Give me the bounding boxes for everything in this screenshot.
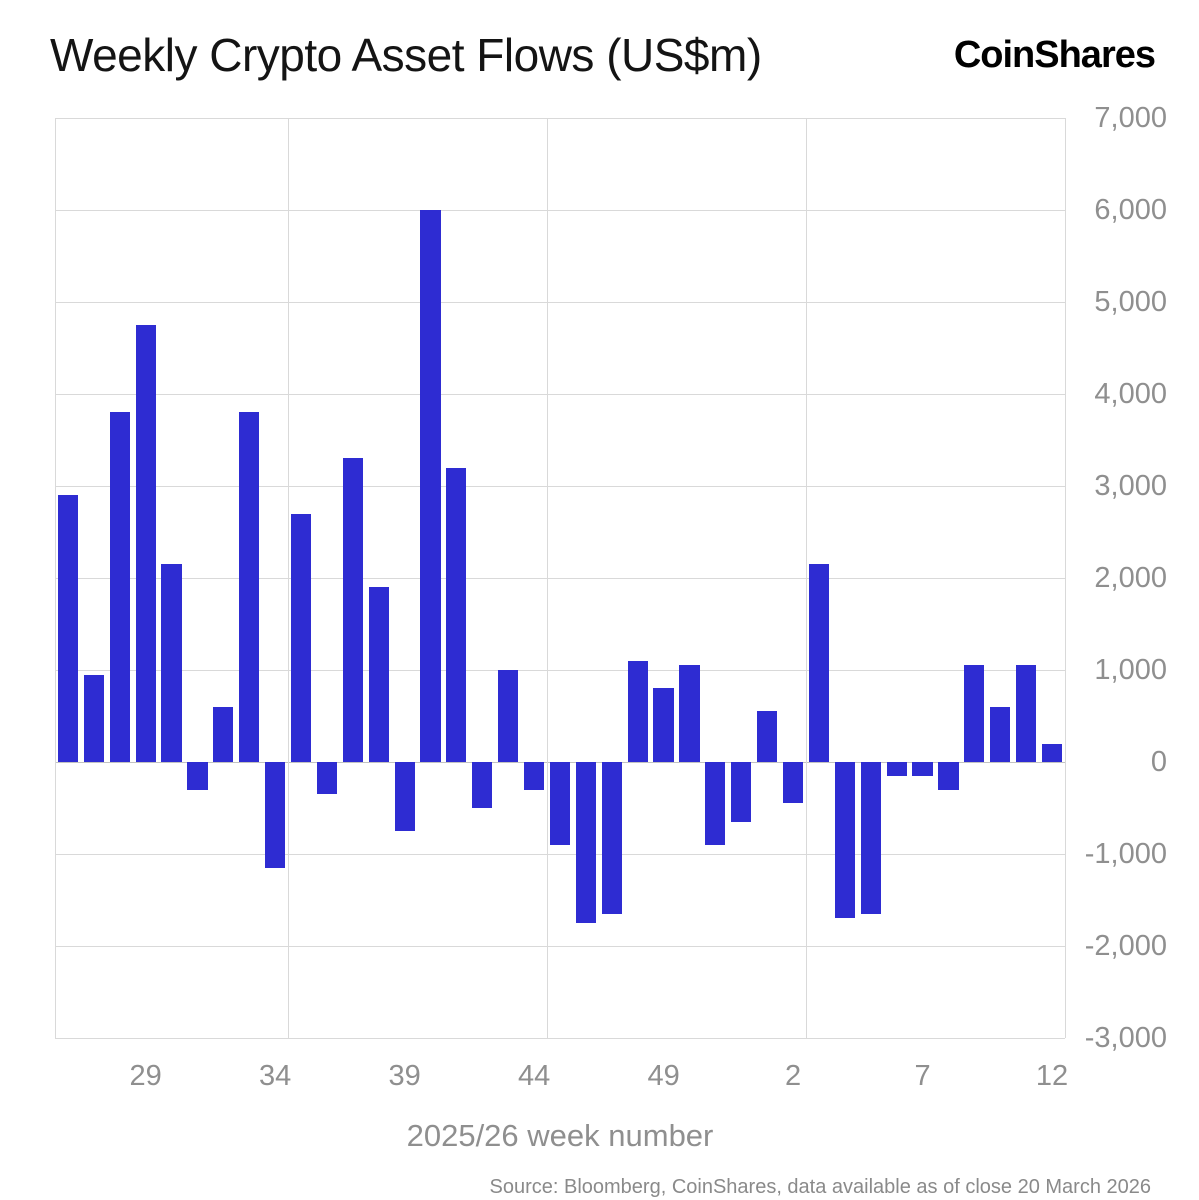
bar-week-34 (265, 762, 286, 868)
y-axis-label: -3,000 (1084, 1022, 1167, 1054)
bar-week-48 (627, 660, 648, 762)
x-axis-label: 2 (784, 1060, 802, 1092)
y-axis-label: -1,000 (1084, 838, 1167, 870)
v-gridline (288, 118, 290, 1038)
y-axis-label: 0 (1150, 746, 1167, 778)
bar-week-46 (575, 762, 596, 923)
h-gridline (55, 854, 1065, 855)
bar-week-30 (161, 564, 182, 762)
v-gridline (55, 118, 56, 1038)
y-axis-label: 3,000 (1094, 470, 1167, 502)
bar-week-31 (187, 762, 208, 790)
bar-week-33 (239, 412, 260, 762)
x-axis-title: 2025/26 week number (406, 1118, 714, 1153)
v-gridline (547, 118, 549, 1038)
bar-week-27 (83, 674, 104, 762)
h-gridline (55, 210, 1065, 211)
bar-week-52 (731, 762, 752, 822)
bar-week-11 (1016, 665, 1037, 762)
h-gridline (55, 1038, 1065, 1039)
h-gridline (55, 302, 1065, 303)
bar-week-43 (498, 670, 519, 762)
bar-week-7 (912, 762, 933, 776)
x-axis-label: 49 (647, 1060, 680, 1092)
bar-week-2 (782, 762, 804, 804)
coinshares-logo: CoinShares (953, 34, 1156, 76)
bar-week-10 (990, 706, 1011, 762)
x-axis-label: 39 (388, 1060, 421, 1092)
bar-week-8 (938, 762, 959, 790)
y-axis-label: 5,000 (1094, 286, 1167, 318)
v-gridline (1065, 118, 1066, 1038)
source-note: Source: Bloomberg, CoinShares, data avai… (489, 1176, 1152, 1198)
h-gridline (55, 578, 1065, 579)
v-gridline (806, 118, 808, 1038)
bar-week-40 (420, 210, 441, 762)
bar-week-51 (705, 762, 726, 845)
bar-week-4 (834, 762, 855, 919)
bar-week-9 (964, 665, 985, 762)
bar-week-47 (601, 762, 622, 914)
y-axis-label: 7,000 (1094, 102, 1167, 134)
h-gridline (55, 394, 1065, 395)
bar-week-49 (653, 688, 674, 762)
bar-week-28 (109, 412, 130, 762)
h-gridline (55, 486, 1065, 487)
bar-week-50 (679, 665, 700, 762)
bar-week-42 (472, 762, 493, 808)
y-axis-label: 2,000 (1094, 562, 1167, 594)
chart-title: Weekly Crypto Asset Flows (US$m) (50, 29, 762, 81)
x-axis-label: 34 (258, 1060, 292, 1092)
x-axis-label: 29 (129, 1060, 162, 1092)
bar-week-26 (57, 495, 79, 762)
bar-week-41 (446, 467, 467, 762)
bar-week-39 (394, 762, 415, 831)
bar-week-44 (524, 762, 545, 790)
bar-week-3 (808, 564, 830, 762)
bar-week-45 (549, 762, 571, 845)
bar-week-29 (135, 325, 156, 762)
x-axis-label: 12 (1035, 1060, 1069, 1092)
y-axis-label: 4,000 (1094, 378, 1167, 410)
x-axis-label: 44 (517, 1060, 551, 1092)
bar-week-37 (342, 458, 363, 762)
h-gridline (55, 946, 1065, 947)
bar-week-1 (757, 711, 778, 762)
bar-week-5 (860, 762, 881, 914)
bar-week-36 (316, 762, 337, 795)
y-axis-label: 1,000 (1094, 654, 1167, 686)
bar-week-6 (886, 762, 907, 776)
plot-area (55, 118, 1066, 1039)
bar-week-38 (368, 587, 389, 762)
bar-week-12 (1041, 743, 1063, 762)
y-axis-label: -2,000 (1084, 930, 1167, 962)
bar-week-35 (290, 513, 312, 762)
bar-week-32 (213, 706, 234, 762)
y-axis-label: 6,000 (1094, 194, 1167, 226)
h-gridline (55, 670, 1065, 671)
x-axis-label: 7 (914, 1060, 931, 1092)
h-gridline (55, 118, 1065, 119)
